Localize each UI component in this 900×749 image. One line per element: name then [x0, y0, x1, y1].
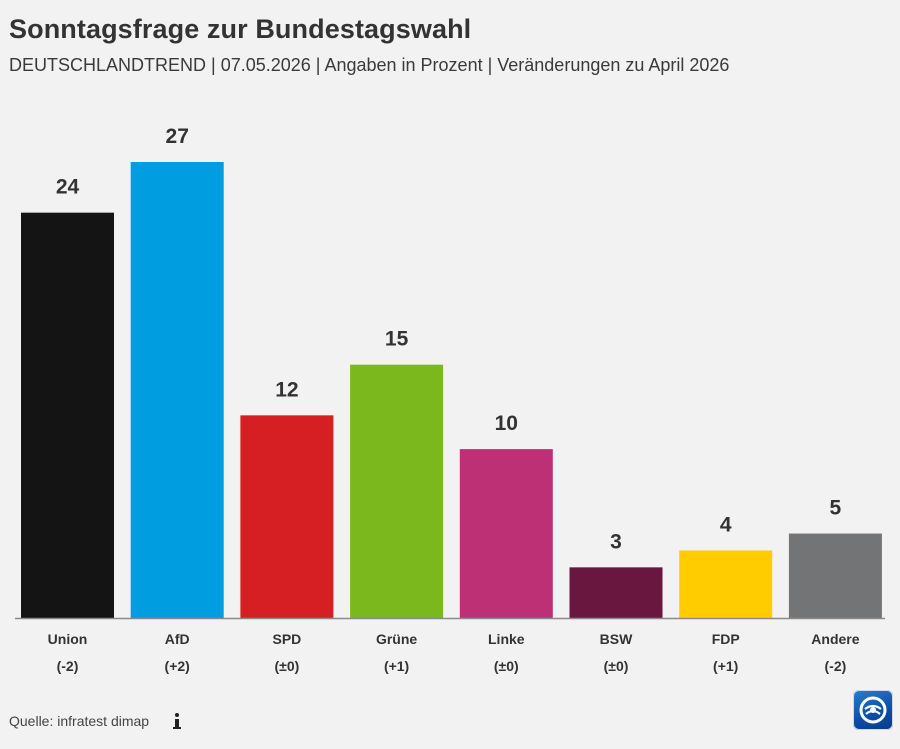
- bar-spd: [240, 415, 334, 618]
- change-label-bsw: (±0): [604, 658, 629, 674]
- category-label-bsw: BSW: [600, 631, 633, 647]
- category-label-spd: SPD: [273, 631, 302, 647]
- source-label: Quelle: infratest dimap: [9, 713, 150, 729]
- change-label-andere: (-2): [825, 658, 847, 674]
- category-label-linke: Linke: [488, 631, 525, 647]
- bar-linke: [459, 449, 553, 618]
- chart-subtitle: DEUTSCHLANDTREND | 07.05.2026 | Angaben …: [9, 55, 730, 75]
- value-label-fdp: 4: [720, 513, 732, 536]
- value-label-spd: 12: [275, 378, 298, 401]
- value-label-union: 24: [56, 176, 80, 199]
- change-label-union: (-2): [57, 658, 79, 674]
- value-label-afd: 27: [166, 125, 189, 148]
- bar-andere: [788, 533, 882, 618]
- bar-bsw: [569, 567, 663, 618]
- bar-afd: [130, 162, 224, 618]
- value-label-gruene: 15: [385, 328, 409, 351]
- value-label-andere: 5: [830, 497, 842, 520]
- bar-union: [21, 212, 114, 618]
- bar-chart: 24 Union (-2) 27 AfD (+2) 12 SPD (±0) 15 Grüne (+1)…: [15, 125, 885, 674]
- bar-fdp: [679, 550, 773, 618]
- info-icon[interactable]: [170, 711, 184, 731]
- category-label-andere: Andere: [811, 631, 859, 647]
- change-label-spd: (±0): [275, 658, 300, 674]
- category-label-gruene: Grüne: [376, 631, 417, 647]
- change-label-linke: (±0): [494, 658, 519, 674]
- change-label-fdp: (+1): [713, 658, 738, 674]
- change-label-gruene: (+1): [384, 658, 409, 674]
- category-label-afd: AfD: [165, 631, 190, 647]
- chart-title: Sonntagsfrage zur Bundestagswahl: [9, 14, 472, 44]
- category-label-union: Union: [48, 631, 88, 647]
- value-label-bsw: 3: [610, 530, 622, 553]
- change-label-afd: (+2): [165, 658, 190, 674]
- value-label-linke: 10: [495, 412, 518, 435]
- bar-gruene: [350, 364, 444, 618]
- category-label-fdp: FDP: [712, 631, 740, 647]
- tagesschau-logo-icon[interactable]: [853, 690, 893, 730]
